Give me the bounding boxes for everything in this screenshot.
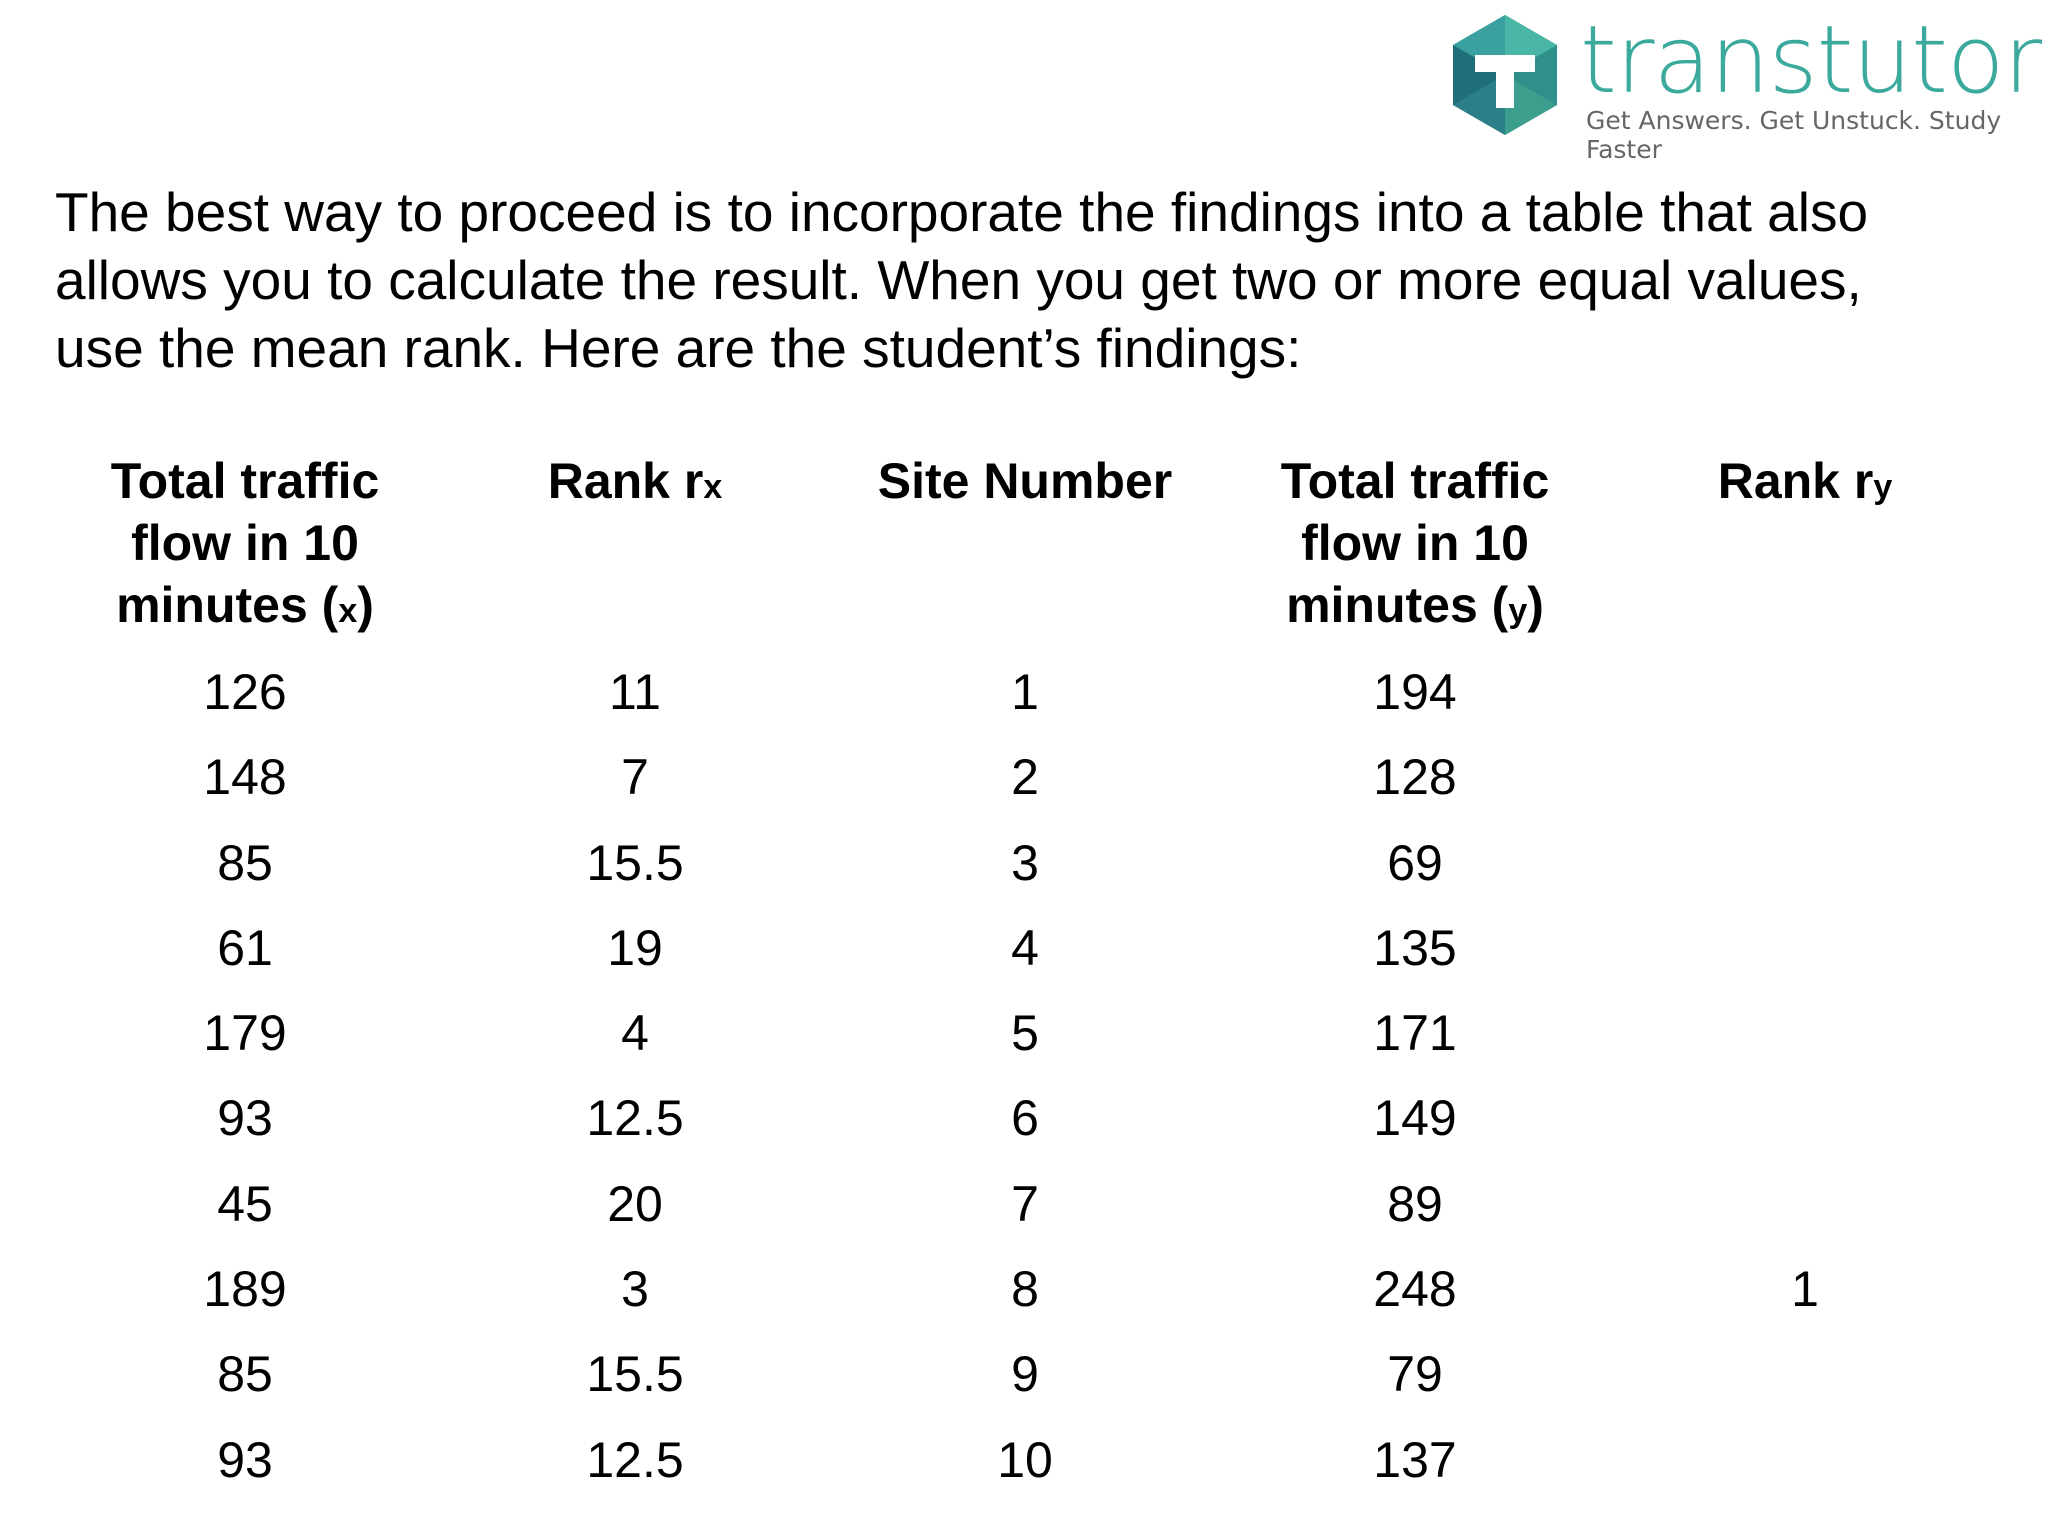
table-row: 148 7 2 128 — [50, 735, 2000, 820]
table-cell — [1610, 650, 2000, 735]
table: Total traffic flow in 10 minutes (x) Rank… — [50, 450, 2000, 1503]
table-cell: 1 — [1791, 1261, 1819, 1318]
table-row: 85 15.5 3 69 — [50, 821, 2000, 906]
table-cell: 126 — [203, 664, 287, 720]
table-cell: 85 — [217, 834, 273, 891]
table-cell: 137 — [1373, 1431, 1457, 1488]
table-cell: 8 — [1011, 1261, 1039, 1318]
table-cell: 171 — [1373, 1005, 1457, 1062]
table-cell: 3 — [1011, 834, 1039, 891]
table-cell: 9 — [1011, 1346, 1039, 1403]
header-segment: ) — [357, 577, 374, 633]
table-cell: 20 — [607, 1175, 663, 1232]
table-cell: 179 — [203, 1005, 287, 1062]
table-cell: 149 — [1373, 1090, 1457, 1147]
tagline: Get Answers. Get Unstuck. Study Faster — [1586, 106, 2002, 164]
table-cell: 19 — [607, 919, 663, 976]
table-cell — [1610, 821, 2000, 906]
table-cell — [1610, 991, 2000, 1076]
header-cell: Total traffic flow in 10 minutes (y) — [1220, 450, 1610, 642]
header-text: Rank rx — [470, 450, 800, 642]
header-row: Total traffic flow in 10 minutes (x) Rank… — [50, 450, 2000, 642]
table-body: 126 11 1 194 148 7 2 128 85 15.5 3 69 61 19 4 135 179 4 5 1… — [50, 650, 2000, 1503]
intro-line: allows you to calculate the result. When… — [55, 249, 1862, 311]
header-cell: Rank rx — [440, 450, 830, 642]
table-cell: 61 — [217, 919, 273, 976]
table-row: 179 4 5 171 — [50, 991, 2000, 1076]
table-cell: 7 — [1011, 1175, 1039, 1232]
header-segment: Total traffic flow in 10 minutes ( — [110, 453, 380, 633]
table-cell: 89 — [1387, 1175, 1443, 1232]
brand: transtutors — [1580, 6, 2048, 115]
header-segment: y — [1508, 592, 1528, 630]
table-cell: 4 — [621, 1005, 649, 1062]
table-cell: 135 — [1373, 919, 1457, 976]
intro-text: The best way to proceed is to incorporat… — [55, 178, 1868, 382]
header-segment: Site Number — [877, 453, 1173, 509]
table-cell: 248 — [1373, 1261, 1457, 1318]
table-cell: 3 — [621, 1261, 649, 1318]
table-row: 45 20 7 89 — [50, 1162, 2000, 1247]
table-cell: 93 — [217, 1431, 273, 1488]
header-text: Site Number — [860, 450, 1190, 642]
table-cell: 79 — [1387, 1346, 1443, 1403]
table-row: 61 19 4 135 — [50, 906, 2000, 991]
table-row: 126 11 1 194 — [50, 650, 2000, 735]
table-cell: 85 — [217, 1346, 273, 1403]
table-row: 93 12.5 6 149 — [50, 1076, 2000, 1161]
table-cell: 5 — [1011, 1005, 1039, 1062]
header-text: Total traffic flow in 10 minutes (x) — [80, 450, 410, 642]
header-segment: Rank r — [547, 453, 704, 509]
header-segment: ) — [1527, 577, 1544, 633]
table-cell — [1610, 1162, 2000, 1247]
table-cell: 10 — [997, 1431, 1053, 1488]
table-cell: 4 — [1011, 919, 1039, 976]
intro-line: use the mean rank. Here are the student’… — [55, 317, 1302, 379]
table-cell: 11 — [609, 664, 661, 720]
header-segment: x — [338, 592, 358, 630]
table-cell: 12.5 — [586, 1090, 684, 1147]
header-segment: y — [1873, 468, 1893, 506]
table-cell: 6 — [1011, 1090, 1039, 1147]
header-text: Total traffic flow in 10 minutes (y) — [1250, 450, 1580, 642]
header-segment: Rank r — [1717, 453, 1874, 509]
header-cell: Total traffic flow in 10 minutes (x) — [50, 450, 440, 642]
table-cell: 93 — [217, 1090, 273, 1147]
table-cell: 45 — [217, 1175, 273, 1232]
table-cell: 15.5 — [586, 1346, 684, 1403]
header-segment: x — [703, 468, 723, 506]
table-cell: 69 — [1387, 834, 1443, 891]
table-row: 93 12.5 10 137 — [50, 1418, 2000, 1503]
table-row: 189 3 8 248 1 — [50, 1247, 2000, 1332]
table-row: 85 15.5 9 79 — [50, 1332, 2000, 1417]
table-cell — [1610, 1332, 2000, 1417]
table-cell: 7 — [621, 749, 649, 806]
table-cell: 12.5 — [586, 1431, 684, 1488]
table-cell — [1610, 1418, 2000, 1503]
table-cell — [1610, 735, 2000, 820]
table-cell — [1610, 906, 2000, 991]
header-cell: Rank ry — [1610, 450, 2000, 642]
table-cell: 189 — [203, 1261, 287, 1318]
table-cell: 1 — [1011, 664, 1039, 720]
table-cell: 194 — [1373, 664, 1457, 720]
intro-line: The best way to proceed is to incorporat… — [55, 181, 1869, 243]
table-cell — [1610, 1076, 2000, 1161]
table-cell: 128 — [1373, 749, 1457, 806]
logo: transtutors Get Answers. Get Unstuck. St… — [1440, 6, 2048, 164]
table-cell: 15.5 — [586, 834, 684, 891]
table-cell: 2 — [1011, 749, 1039, 806]
header-cell: Site Number — [830, 450, 1220, 642]
header-text: Rank ry — [1640, 450, 1970, 642]
table-cell: 148 — [203, 749, 287, 806]
logo-icon — [1453, 15, 1557, 135]
header-segment: Total traffic flow in 10 minutes ( — [1280, 453, 1550, 633]
